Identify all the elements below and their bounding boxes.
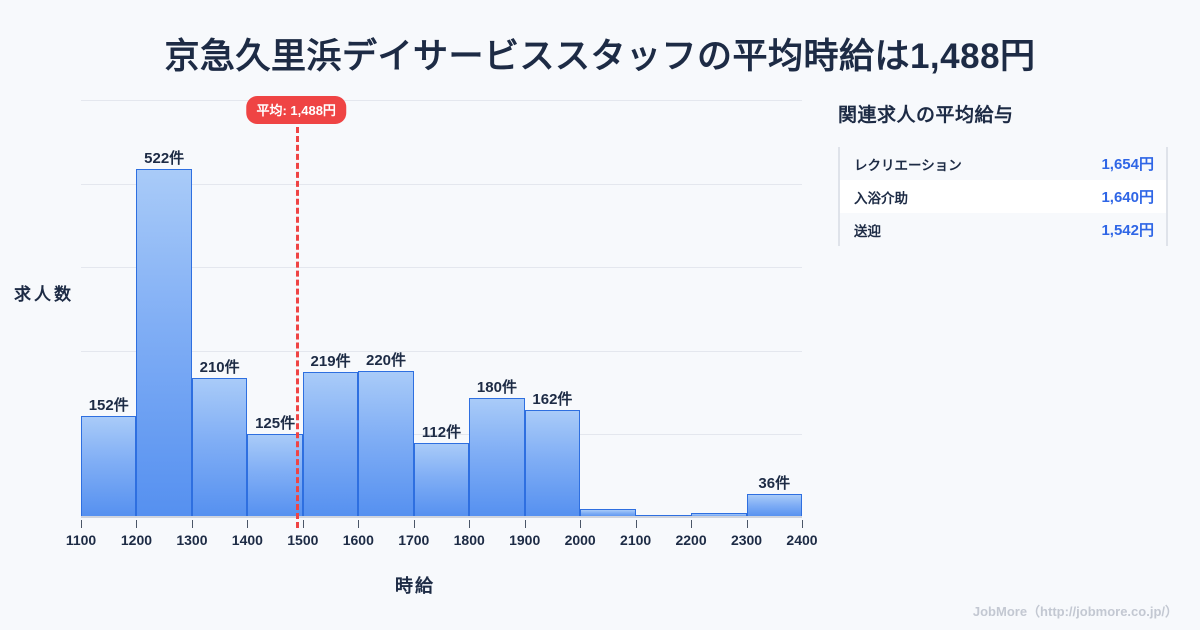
bar-value-label: 522件 [144, 149, 185, 167]
bar [247, 434, 303, 518]
related-job-value: 1,640円 [1101, 189, 1154, 206]
x-tick-label: 1300 [176, 532, 208, 548]
bar-value-label: 210件 [199, 358, 240, 376]
related-job-label: 入浴介助 [854, 190, 908, 206]
bar [191, 377, 248, 518]
plot-area [81, 100, 802, 528]
x-tick-mark [524, 520, 526, 528]
x-tick-label: 2300 [730, 532, 763, 548]
gridline [81, 183, 802, 185]
bar [136, 168, 192, 518]
related-jobs-title: 関連求人の平均給与 [838, 105, 1014, 126]
bar-value-label: 36件 [758, 474, 791, 492]
bar [413, 443, 470, 518]
bar [746, 493, 802, 518]
page-title: 京急久里浜デイサービススタッフの平均時給は1,488円 [164, 37, 1036, 76]
histogram-chart: 求人数 平均: 1,488円 1100 1200 1300 1400 1500 1600 1… [0, 90, 830, 610]
x-tick-mark [580, 520, 582, 528]
x-tick-label: 1900 [509, 532, 541, 548]
x-tick-mark [746, 520, 748, 528]
bar [81, 416, 137, 518]
gridline [81, 267, 802, 269]
x-tick-mark [302, 520, 304, 528]
axis-baseline [81, 516, 802, 518]
x-tick-mark [81, 520, 82, 528]
related-job-value: 1,542円 [1101, 222, 1154, 239]
x-tick-label: 2400 [786, 532, 818, 548]
related-job-row: レクリエーション 1,654円 [840, 147, 1166, 180]
y-axis-title: 求人数 [14, 285, 74, 304]
x-axis-title: 時給 [395, 576, 435, 596]
x-tick-mark [358, 520, 360, 528]
related-jobs-table: レクリエーション 1,654円入浴介助 1,640円送迎 1,542円 [838, 147, 1168, 246]
bar [302, 371, 359, 518]
x-tick-label: 1800 [453, 532, 485, 548]
related-job-value: 1,654円 [1101, 156, 1154, 173]
average-badge: 平均: 1,488円 [246, 96, 346, 124]
x-tick-label: 2000 [564, 532, 596, 548]
x-tick-mark [469, 520, 471, 528]
bar-value-label: 220件 [366, 351, 407, 369]
x-tick-label: 2200 [675, 532, 707, 548]
x-tick-mark [691, 520, 693, 528]
x-tick-label: 1500 [287, 532, 319, 548]
related-job-label: 送迎 [854, 223, 881, 239]
x-tick-label: 1600 [342, 532, 374, 548]
footer-watermark: JobMore（http://jobmore.co.jp/） [972, 604, 1178, 619]
gridline [81, 100, 802, 101]
x-tick-label: 1100 [65, 532, 97, 548]
x-tick-mark [802, 520, 803, 528]
bar [358, 370, 414, 518]
bar-value-label: 112件 [421, 424, 462, 442]
x-tick-label: 1200 [120, 532, 153, 548]
bar-value-label: 125件 [255, 415, 296, 433]
average-line [296, 118, 300, 528]
gridline [81, 434, 802, 436]
x-tick-label: 1700 [398, 532, 430, 548]
x-tick-mark [247, 520, 249, 528]
bar-value-label: 180件 [476, 378, 517, 396]
related-jobs-panel: 関連求人の平均給与 レクリエーション 1,654円入浴介助 1,640円送迎 1,54… [838, 100, 1168, 246]
x-tick-mark [191, 520, 193, 528]
related-job-row: 送迎 1,542円 [840, 213, 1166, 246]
bar-value-label: 152件 [88, 397, 129, 415]
bar [469, 397, 525, 518]
gridline [81, 350, 802, 352]
related-job-row: 入浴介助 1,640円 [840, 180, 1166, 213]
bar [524, 409, 581, 518]
x-tick-mark [413, 520, 415, 528]
bar-value-label: 219件 [310, 352, 351, 370]
x-tick-mark [136, 520, 138, 528]
x-tick-label: 1400 [231, 532, 263, 548]
x-tick-label: 2100 [620, 532, 652, 548]
related-job-label: レクリエーション [854, 157, 962, 173]
bar-value-label: 162件 [532, 390, 573, 408]
x-tick-mark [635, 520, 637, 528]
